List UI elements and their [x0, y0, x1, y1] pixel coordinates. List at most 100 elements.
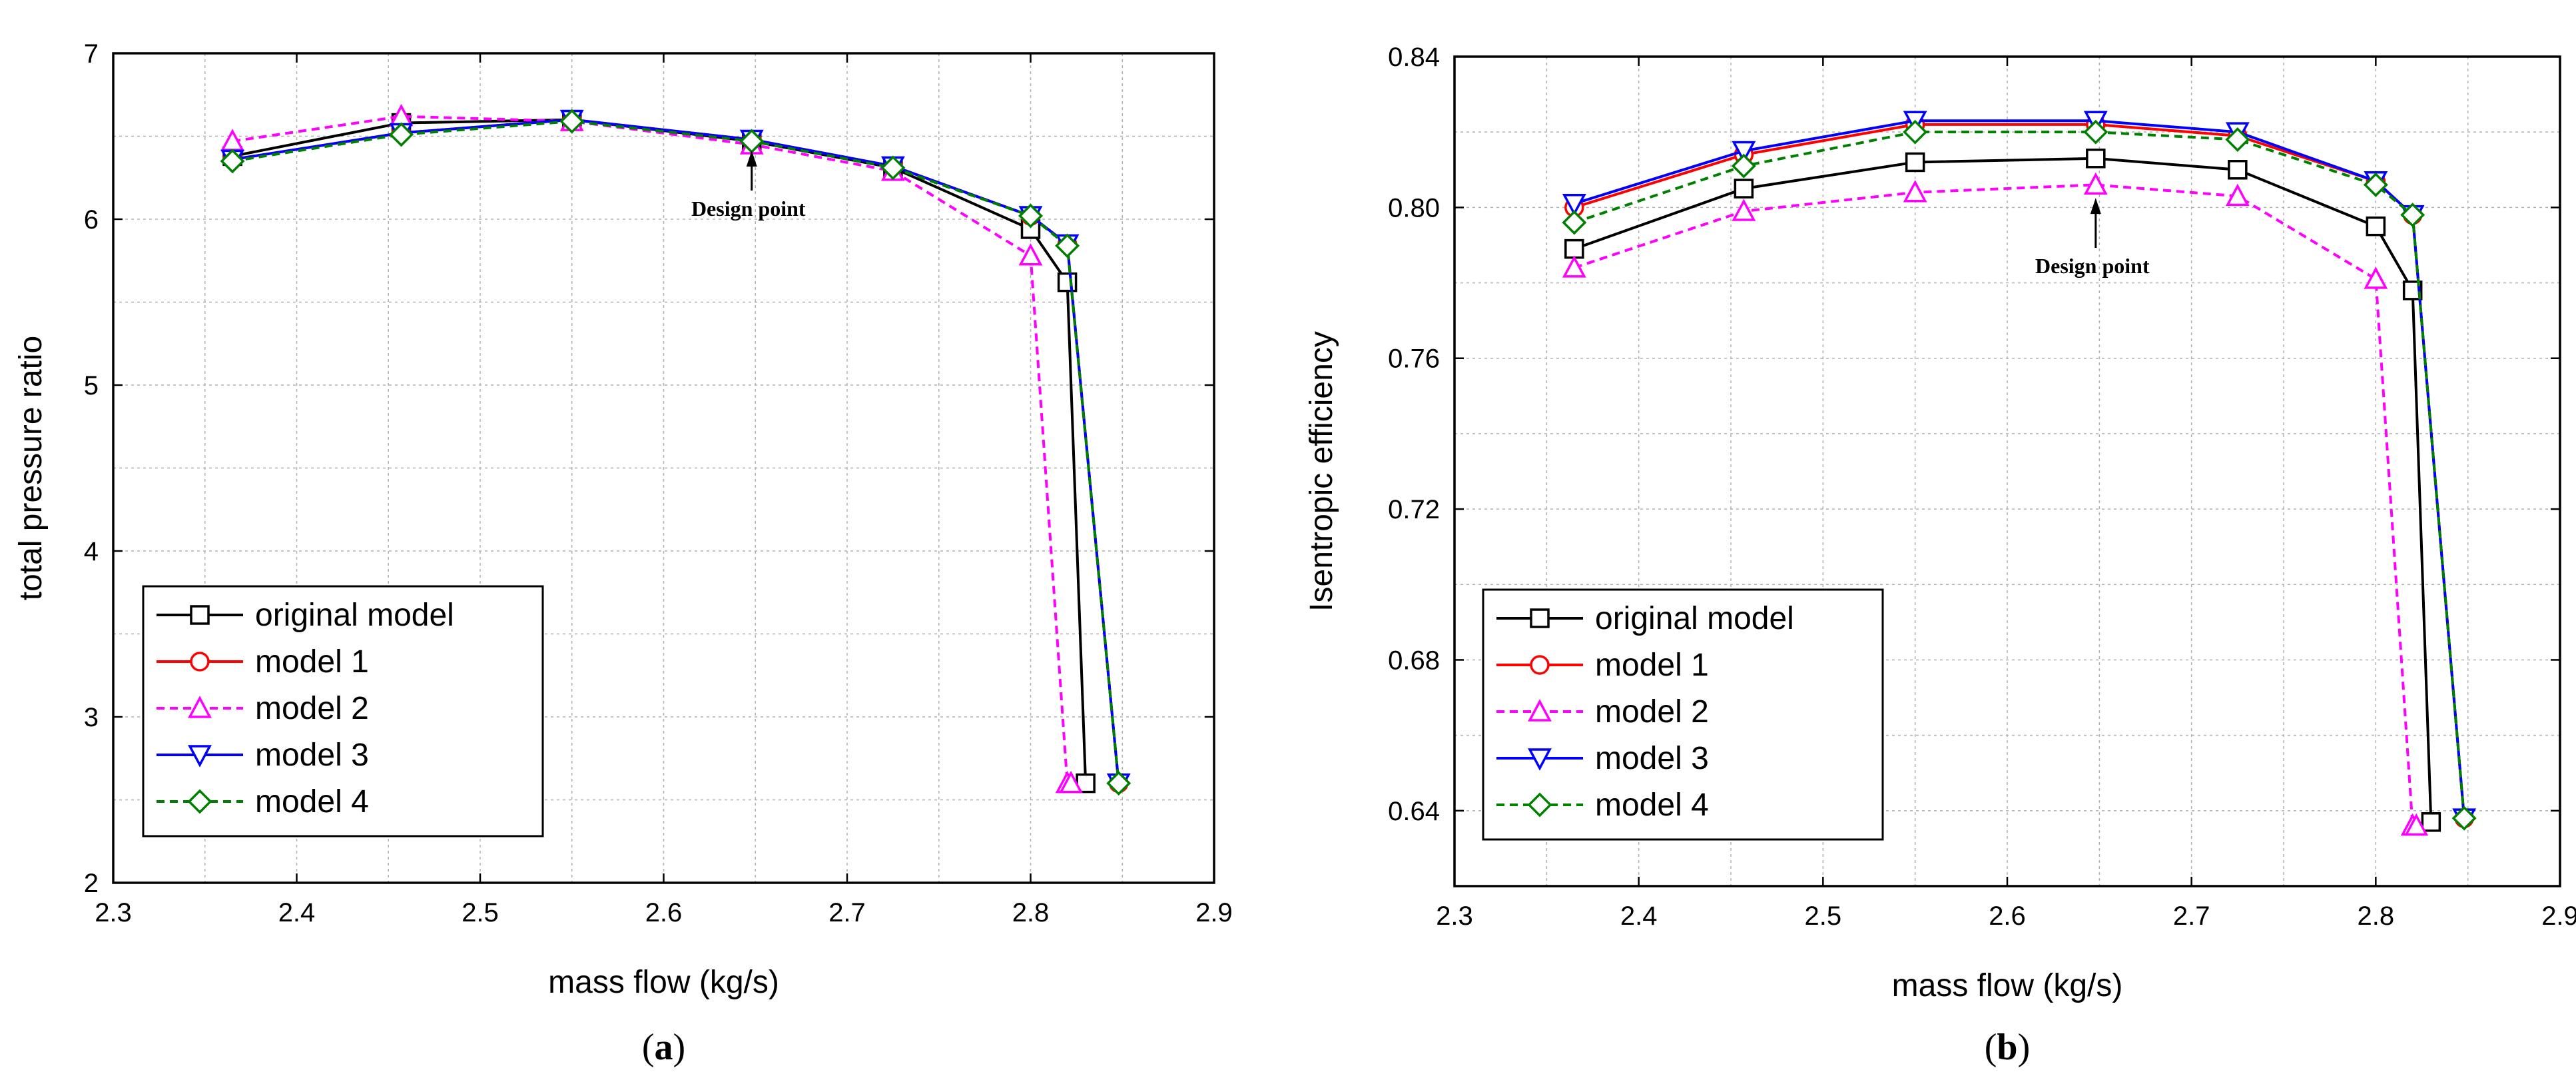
data-point: [2451, 806, 2477, 831]
grid-lines: [113, 53, 1214, 883]
y-tick-label: 0.76: [1388, 344, 1440, 374]
legend-marker: [188, 745, 212, 768]
y-tick-label: 0.80: [1388, 193, 1440, 223]
x-tick-label: 2.9: [1195, 898, 1233, 927]
y-tick-label: 2: [84, 869, 99, 898]
x-tick-label: 2.7: [2173, 901, 2210, 931]
data-point: [1903, 119, 1928, 145]
data-point: [1562, 193, 1586, 217]
data-point: [1562, 210, 1587, 235]
y-tick-label: 4: [84, 537, 99, 566]
data-point: [1106, 771, 1131, 796]
y-tick-label: 0.68: [1388, 646, 1440, 675]
legend-label: model 1: [255, 644, 369, 680]
x-axis-title: mass flow (kg/s): [1892, 968, 2123, 1003]
data-point: [389, 122, 414, 147]
panel-caption: (a): [642, 1027, 685, 1068]
legend-label: original model: [255, 598, 454, 633]
y-tick-label: 0.64: [1388, 797, 1440, 826]
design-point-label: Design point: [691, 197, 806, 221]
legend-label: model 2: [1595, 694, 1709, 730]
data-point: [2400, 203, 2425, 228]
legend-marker: [1530, 608, 1550, 628]
data-point: [1905, 152, 1925, 173]
data-point: [1564, 239, 1584, 259]
series-model-4: [1562, 119, 2477, 831]
chart-panel-a: 2.3 2.4 2.5 2.6 2.7 2.8 2.9 2 3 4 5 6 7 Design point o…: [13, 39, 1233, 1068]
data-point: [2404, 813, 2429, 836]
x-tick-label: 2.9: [2541, 901, 2576, 931]
legend-marker: [187, 789, 212, 814]
legend-marker: [190, 605, 210, 625]
data-point: [1018, 203, 1043, 229]
data-point: [880, 155, 906, 181]
data-point: [2225, 127, 2250, 152]
y-axis-title: total pressure ratio: [13, 336, 49, 601]
series-model-2: [1562, 172, 2429, 836]
data-point: [1903, 180, 1927, 203]
design-point-arrowhead: [2090, 198, 2101, 215]
panel-caption-letter: a: [655, 1027, 673, 1068]
legend-marker: [188, 696, 212, 718]
plot-frame: [1453, 55, 2561, 887]
data-point: [2364, 267, 2388, 289]
data-point: [1732, 141, 1756, 164]
data-point: [2363, 172, 2388, 197]
data-point: [1059, 770, 1084, 794]
legend-marker: [190, 652, 210, 672]
data-point: [1562, 255, 1586, 278]
data-point: [2225, 183, 2250, 207]
series-line: [1574, 131, 2466, 819]
data-point: [220, 149, 245, 174]
legend: original model model 1 model 2 model 3 model…: [1482, 588, 1884, 841]
legend-label: model 4: [1595, 788, 1709, 823]
legend-marker: [1528, 748, 1552, 771]
legend-label: model 1: [1595, 648, 1709, 683]
series-line: [232, 115, 1072, 785]
y-tick-label: 0.84: [1388, 43, 1440, 72]
x-axis-title: mass flow (kg/s): [548, 965, 779, 1000]
y-tick-label: 7: [84, 39, 99, 69]
data-point: [2086, 149, 2106, 169]
legend-label: model 3: [255, 738, 369, 773]
x-tick-label: 2.6: [645, 898, 683, 927]
series-line: [1574, 183, 2417, 827]
y-tick-label: 6: [84, 205, 99, 235]
series-model-4: [220, 109, 1131, 796]
x-tick-label: 2.3: [1436, 901, 1473, 931]
legend-box: [1482, 588, 1884, 841]
y-tick-label: 3: [84, 703, 99, 732]
legend-marker: [1528, 699, 1552, 722]
x-tick-label: 2.3: [95, 898, 132, 927]
data-point: [559, 109, 585, 134]
data-point: [2083, 119, 2108, 145]
panel-caption-letter: b: [1997, 1027, 2017, 1068]
x-tick-label: 2.4: [1620, 901, 1658, 931]
legend-label: model 4: [255, 784, 369, 819]
x-tick-label: 2.8: [1012, 898, 1050, 927]
data-point: [1734, 179, 1754, 199]
data-point: [1731, 153, 1756, 179]
y-tick-label: 0.72: [1388, 495, 1440, 524]
legend-label: model 2: [255, 691, 369, 726]
legend-label: model 3: [1595, 741, 1709, 776]
x-tick-label: 2.5: [462, 898, 499, 927]
design-point-arrowhead: [746, 150, 757, 167]
x-tick-label: 2.7: [828, 898, 866, 927]
data-point: [2421, 812, 2441, 832]
legend-box: [142, 585, 544, 837]
legend-label: original model: [1595, 601, 1794, 636]
legend-marker: [1530, 655, 1550, 675]
panel-caption: (b): [1985, 1027, 2030, 1068]
x-tick-label: 2.8: [2358, 901, 2395, 931]
x-tick-label: 2.4: [278, 898, 316, 927]
legend: original model model 1 model 2 model 3 model…: [142, 585, 544, 837]
y-axis-title: Isentropic efficiency: [1304, 331, 1339, 612]
data-point: [1055, 233, 1080, 259]
data-point: [2228, 160, 2248, 180]
y-tick-label: 5: [84, 371, 99, 400]
data-point: [1057, 272, 1078, 292]
chart-panel-b: 2.3 2.4 2.5 2.6 2.7 2.8 2.9 0.64 0.68 0.72 0.76 0.8…: [1304, 43, 2576, 1068]
legend-marker: [1527, 792, 1552, 817]
plot-frame: [112, 52, 1215, 884]
